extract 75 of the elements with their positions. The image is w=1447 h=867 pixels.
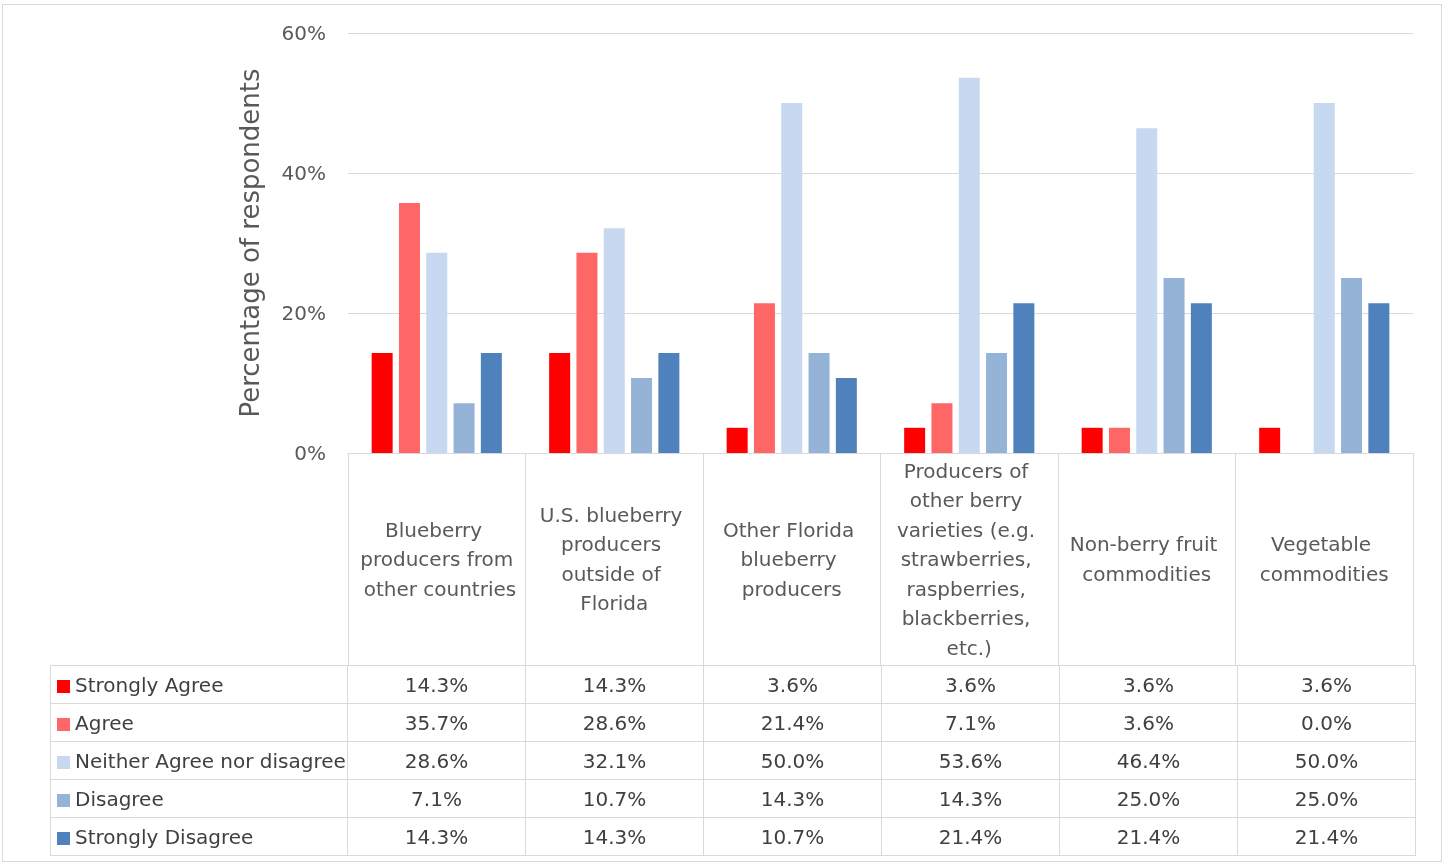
data-label: 14.3% (525, 817, 704, 856)
bar (1368, 303, 1390, 453)
bar (958, 77, 980, 453)
bar (986, 352, 1008, 453)
x-tick-label: Vegetable commodities (1259, 532, 1389, 586)
y-axis-title: Percentage of respondents (235, 68, 265, 418)
data-label: 14.3% (881, 779, 1060, 818)
bar (480, 352, 502, 453)
data-label: 25.0% (1237, 779, 1416, 818)
data-label: 50.0% (703, 741, 882, 780)
legend-label: Strongly Agree (50, 665, 348, 704)
bar (1163, 278, 1185, 453)
data-label: 35.7% (347, 703, 526, 742)
data-label: 53.6% (881, 741, 1060, 780)
data-label: 21.4% (1237, 817, 1416, 856)
bar (631, 378, 653, 453)
data-label: 14.3% (525, 665, 704, 704)
data-label: 25.0% (1059, 779, 1238, 818)
y-tick-label: 60% (281, 21, 326, 45)
bar (781, 103, 803, 453)
bar (453, 403, 475, 453)
bar (1313, 103, 1335, 453)
data-label: 14.3% (347, 665, 526, 704)
data-label: 3.6% (1059, 703, 1238, 742)
data-label: 0.0% (1237, 703, 1416, 742)
legend-label: Disagree (50, 779, 348, 818)
bar (1341, 278, 1363, 453)
data-label: 21.4% (881, 817, 1060, 856)
data-label: 3.6% (1237, 665, 1416, 704)
legend-label: Strongly Disagree (50, 817, 348, 856)
bar (1081, 427, 1103, 453)
bar (658, 352, 680, 453)
bar (426, 252, 448, 453)
data-label: 10.7% (525, 779, 704, 818)
bar (1136, 128, 1158, 453)
data-label: 7.1% (881, 703, 1060, 742)
data-label: 14.3% (703, 779, 882, 818)
data-label: 28.6% (347, 741, 526, 780)
bar (931, 403, 953, 453)
data-label: 21.4% (703, 703, 882, 742)
data-label: 21.4% (1059, 817, 1238, 856)
x-tick-label: Blueberry producers from other countries (357, 517, 517, 601)
x-tick-label: Other Florida blueberry producers (722, 517, 861, 601)
bar (1259, 427, 1281, 453)
legend-label: Neither Agree nor disagree (50, 741, 348, 780)
y-tick-label: 40% (281, 161, 326, 185)
bar (835, 378, 857, 453)
y-tick-label: 20% (281, 301, 326, 325)
data-label: 32.1% (525, 741, 704, 780)
y-tick-label: 0% (294, 441, 326, 465)
bar (1013, 303, 1035, 453)
bar (1190, 303, 1212, 453)
bar (808, 352, 830, 453)
x-tick-label: Non-berry fruit commodities (1069, 532, 1224, 586)
x-tick-label: Producers of other berry varieties (e.g. strawberries, raspberries, blackberries, etc.) (896, 458, 1042, 660)
bar (1108, 427, 1130, 453)
data-label: 10.7% (703, 817, 882, 856)
bar (549, 352, 571, 453)
bar (398, 203, 420, 453)
data-label: 14.3% (347, 817, 526, 856)
data-label: 28.6% (525, 703, 704, 742)
data-label: 7.1% (347, 779, 526, 818)
data-label: 3.6% (1059, 665, 1238, 704)
data-label: 3.6% (881, 665, 1060, 704)
legend-label: Agree (50, 703, 348, 742)
bar (753, 303, 775, 453)
data-label: 50.0% (1237, 741, 1416, 780)
data-label: 3.6% (703, 665, 882, 704)
x-tick-label: U.S. blueberry producers outside of Florida (539, 502, 689, 616)
bar (371, 352, 393, 453)
data-label: 46.4% (1059, 741, 1238, 780)
bar (904, 427, 926, 453)
bar (603, 228, 625, 453)
bar (576, 252, 598, 453)
bar (726, 427, 748, 453)
